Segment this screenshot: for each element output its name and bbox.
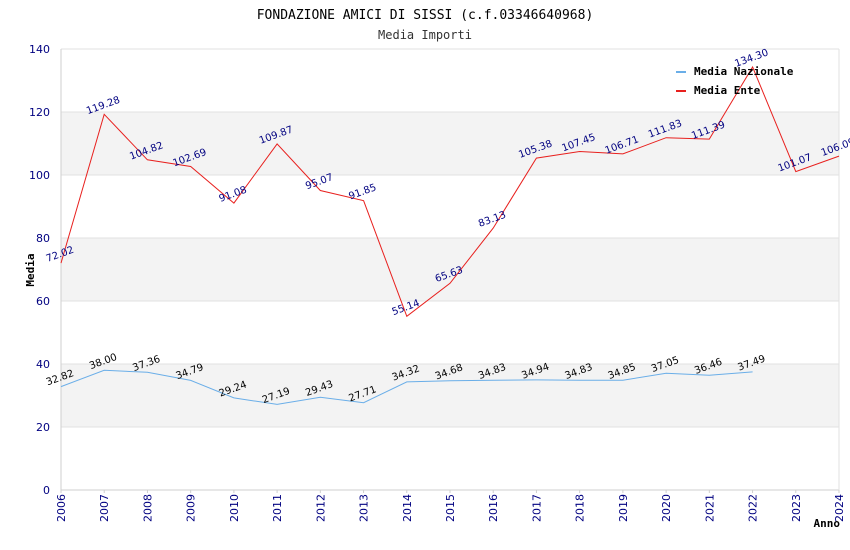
- x-tick-label: 2024: [833, 494, 846, 522]
- data-label: 91.85: [347, 182, 378, 202]
- x-tick-label: 2022: [747, 494, 760, 522]
- legend-label: Media Nazionale: [694, 65, 794, 78]
- x-tick-label: 2019: [617, 494, 630, 522]
- background-bands: [61, 112, 839, 427]
- x-tick-label: 2006: [55, 494, 68, 522]
- x-tick-label: 2010: [228, 494, 241, 522]
- y-axis-title: Media: [24, 253, 37, 286]
- grid-band: [61, 364, 839, 427]
- x-tick-label: 2013: [358, 494, 371, 522]
- legend: Media Nazionale Media Ente: [676, 65, 794, 97]
- y-tick-label: 60: [36, 295, 50, 308]
- y-tick-label: 0: [43, 484, 50, 497]
- x-tick-label: 2008: [141, 494, 154, 522]
- x-tick-label: 2007: [98, 494, 111, 522]
- series-line-media-ente: [60, 65, 840, 318]
- data-label: 83.13: [477, 210, 508, 230]
- x-tick-label: 2017: [530, 494, 543, 522]
- x-tick-label: 2011: [271, 494, 284, 522]
- x-tick-label: 2014: [401, 494, 414, 522]
- x-tick-label: 2023: [790, 494, 803, 522]
- y-tick-label: 20: [36, 421, 50, 434]
- x-tick-labels: 2006 2007 2008 2009 2010 2011 2012 2013 2014 2015…: [55, 490, 846, 522]
- grid-band: [61, 238, 839, 301]
- x-tick-label: 2009: [185, 494, 198, 522]
- y-tick-label: 140: [29, 43, 50, 56]
- series-lines: [60, 65, 840, 405]
- chart-title: FONDAZIONE AMICI DI SISSI (c.f.033466409…: [257, 8, 594, 23]
- y-tick-label: 80: [36, 232, 50, 245]
- y-tick-label: 100: [29, 169, 50, 182]
- x-tick-label: 2020: [660, 494, 673, 522]
- x-tick-label: 2018: [574, 494, 587, 522]
- y-tick-label: 120: [29, 106, 50, 119]
- x-tick-label: 2016: [487, 494, 500, 522]
- y-tick-label: 40: [36, 358, 50, 371]
- grid-band: [61, 112, 839, 175]
- x-tick-label: 2021: [703, 494, 716, 522]
- x-axis-title: Anno: [814, 517, 841, 530]
- series-line-media-nazionale: [60, 369, 753, 405]
- chart-subtitle: Media Importi: [378, 28, 472, 42]
- legend-label: Media Ente: [694, 84, 761, 97]
- y-tick-labels: 0 20 40 60 80 100 120 140: [29, 43, 50, 497]
- x-tick-label: 2012: [314, 494, 327, 522]
- x-tick-label: 2015: [444, 494, 457, 522]
